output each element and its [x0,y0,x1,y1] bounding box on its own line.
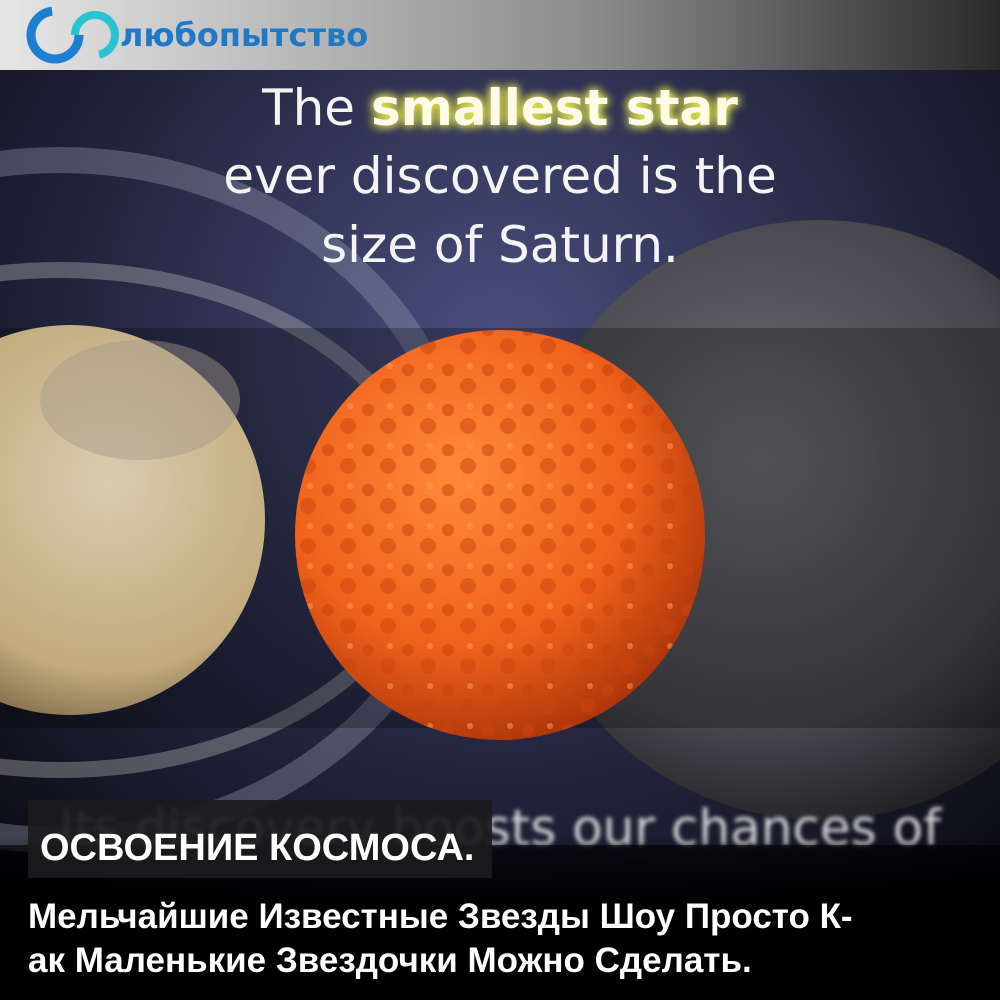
category-box [28,800,492,878]
star-texture [295,330,705,740]
headline-highlight: smallest star [371,79,738,137]
caption-line: Мельчайшие Известные Звезды Шоу Просто К… [28,897,853,936]
saturn [0,325,265,715]
headline-line: The smallest star [261,79,738,137]
logo-icon [26,6,119,64]
saturn-pole [40,340,240,460]
headline-line: ever discovered is the [223,147,776,205]
headline-prefix: The [261,79,355,137]
top-bar [0,0,1000,70]
logo-text: любопытство [120,16,368,54]
category-label: ОСВОЕНИЕ КОСМОСА. [40,827,474,869]
caption-line: ак Маленькие Звездочки Можно Сделать. [28,941,752,980]
headline-line: size of Saturn. [321,216,679,274]
